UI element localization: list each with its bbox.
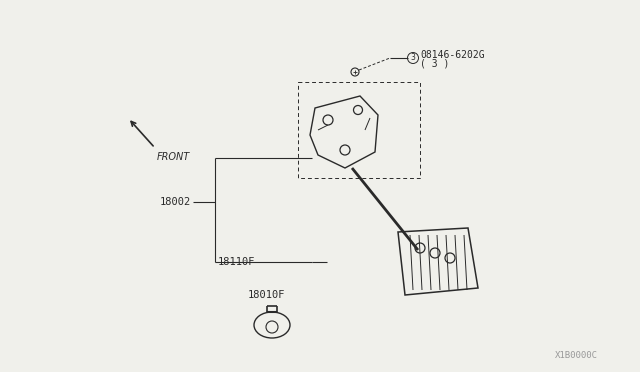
Text: FRONT: FRONT xyxy=(157,152,190,162)
Text: X1B0000C: X1B0000C xyxy=(555,351,598,360)
Bar xyxy=(298,82,420,178)
Text: 18110F: 18110F xyxy=(218,257,255,267)
Text: ( 3 ): ( 3 ) xyxy=(420,59,449,69)
Text: 18010F: 18010F xyxy=(248,290,285,300)
Text: 08146-6202G: 08146-6202G xyxy=(420,50,484,60)
Text: 3: 3 xyxy=(411,54,415,62)
Text: 18002: 18002 xyxy=(160,197,191,207)
